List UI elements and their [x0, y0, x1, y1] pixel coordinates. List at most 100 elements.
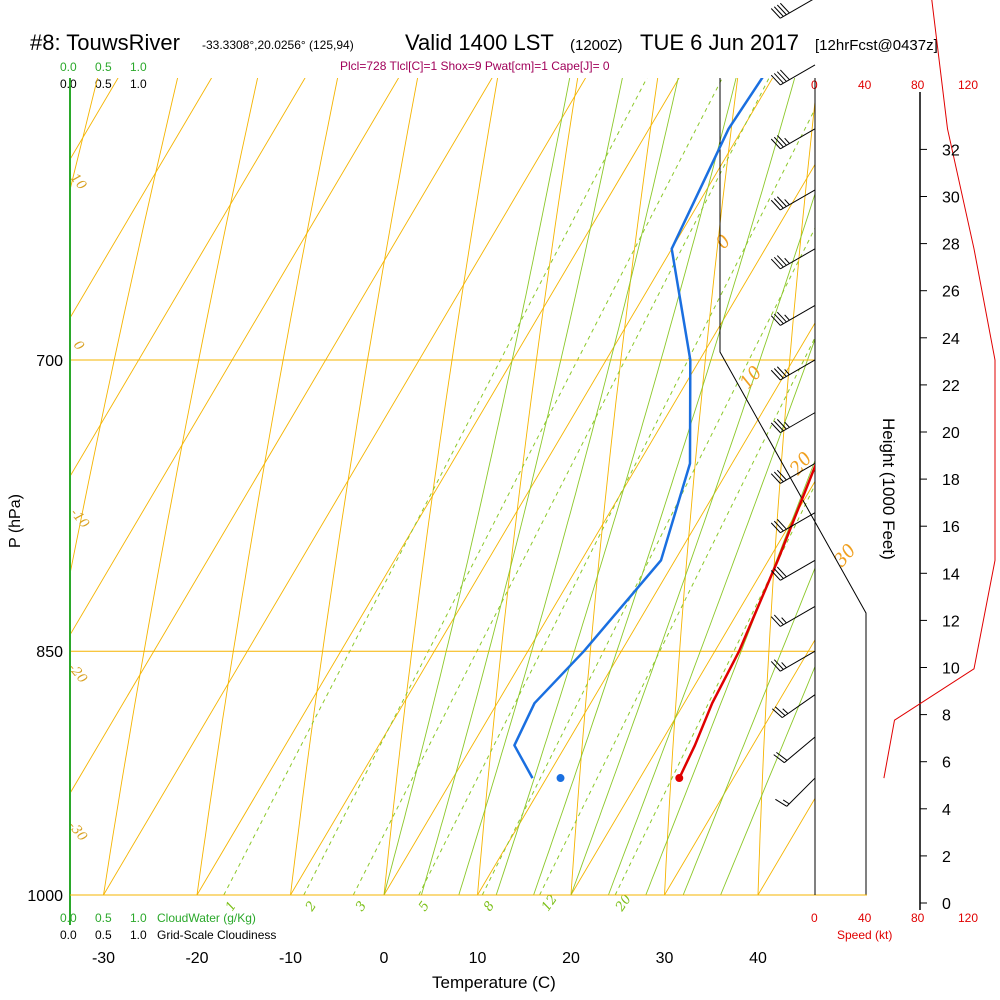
diagram-frame: [69, 78, 921, 925]
wind-barb: [773, 736, 816, 764]
moist-adiabat: [420, 78, 623, 895]
wind-barb-staff: [780, 606, 816, 627]
wind-barb-staff: [786, 777, 816, 807]
wind-barb-flag: [770, 616, 781, 627]
cloud-scale-bottom-green-0: 0.0: [60, 911, 77, 925]
height-tick-label: 22: [942, 378, 960, 395]
pressure-tick-label: 850: [36, 644, 63, 661]
cloud-scale-bottom-black-2: 1.0: [130, 928, 147, 942]
wind-barb-half: [784, 257, 790, 264]
wind-barb-flag: [773, 73, 784, 84]
wind-barb-flag: [770, 8, 781, 19]
wind-barb-flag: [776, 419, 787, 430]
dry-adiabat: [570, 78, 659, 895]
cloud-water-label: CloudWater (g/Kg): [157, 911, 256, 925]
moist-adiabat: [458, 78, 679, 895]
thermo-grid: [0, 0, 1000, 895]
isotherm-line: [103, 78, 587, 895]
isotherm-label: -30: [65, 819, 90, 845]
wind-barb-staff: [784, 736, 816, 764]
wind-barb-flag: [770, 473, 781, 484]
wind-barb-flag: [773, 256, 784, 268]
wind-barb: [770, 305, 816, 326]
wind-barb-flag: [776, 255, 787, 266]
wind-barb-flag: [773, 420, 784, 432]
wind-barb: [775, 777, 816, 807]
height-tick-label: 28: [942, 237, 960, 254]
pressure-tick-label: 700: [36, 353, 63, 370]
dry-adiabat: [477, 78, 579, 895]
isotherm-line: [757, 797, 815, 895]
wind-barb-flag: [776, 196, 787, 207]
wind-barb-half: [782, 708, 789, 714]
wind-barb-flag: [779, 69, 790, 81]
isotherm-line: [852, 0, 1000, 895]
speed-bottom-120: 120: [958, 911, 978, 925]
mixing-ratio-label: 20: [612, 892, 634, 915]
height-tick-label: 12: [942, 613, 960, 630]
cloud-scale-top-black-1: 0.5: [95, 77, 112, 91]
temperature-tick-label: -10: [279, 950, 302, 967]
speed-scale-bottom: 0 40 80 120 Speed (kt): [811, 911, 978, 942]
mixing-ratio-line: [352, 78, 770, 895]
wind-barb-flag: [776, 366, 787, 377]
wind-barb-flag: [773, 520, 784, 532]
height-tick-label: 14: [942, 566, 960, 583]
height-tick-label: 32: [942, 142, 960, 159]
wind-barb-staff: [780, 650, 816, 672]
isotherm-label: 0: [712, 231, 735, 253]
speed-unit-label: Speed (kt): [837, 928, 892, 942]
isotherm-line: [383, 163, 815, 895]
cloud-scale-bottom-green-2: 1.0: [130, 911, 147, 925]
wind-barb-flag: [776, 469, 787, 481]
wind-barb-flag: [773, 659, 784, 670]
cloud-scale-top-black-2: 1.0: [130, 77, 147, 91]
surface-temperature-marker: [675, 774, 684, 783]
cloud-scale-top-green-0: 0.0: [60, 60, 77, 74]
axis-ticks: 0246810121416182022242628303225030040050…: [27, 142, 960, 967]
height-tick-label: 10: [942, 661, 960, 678]
mixing-ratio-label: 2: [302, 899, 320, 915]
isotherm-line: [0, 0, 676, 895]
height-tick-label: 2: [942, 849, 951, 866]
pressure-tick-label: 1000: [27, 888, 63, 905]
mixing-ratio-line: [418, 107, 815, 895]
wind-barb-flag: [770, 522, 781, 534]
cloud-scale-bottom-black-1: 0.5: [95, 928, 112, 942]
wind-barb: [770, 463, 816, 484]
wind-barb: [770, 412, 816, 434]
isotherm-line: [290, 78, 774, 895]
wind-barb-flag: [770, 74, 781, 86]
temperature-tick-label: -20: [185, 950, 208, 967]
temperature-profile: [678, 463, 815, 779]
cloud-scale-top: 0.0 0.5 1.0 0.0 0.5 1.0: [60, 60, 147, 91]
height-tick-label: 8: [942, 708, 951, 725]
wind-barb-flag: [773, 313, 784, 325]
isotherm-line: [477, 322, 815, 895]
x-axis-label: Temperature (C): [432, 973, 556, 992]
speed-top-80: 80: [911, 78, 925, 92]
wind-barb-flag: [770, 422, 781, 433]
speed-top-120: 120: [958, 78, 978, 92]
mixing-ratio-line: [539, 336, 815, 895]
wind-barb-flag: [773, 568, 784, 579]
wind-barb-flag: [770, 661, 781, 672]
dry-adiabat: [290, 78, 419, 895]
wind-panel-boundary: [719, 78, 867, 895]
moist-adiabat: [720, 665, 815, 895]
wind-barb-staff: [781, 694, 816, 719]
wind-barb-flag: [776, 566, 787, 578]
isotherm-label: 0: [70, 338, 87, 354]
wind-barb: [770, 64, 816, 86]
wind-barb: [770, 559, 816, 581]
temperature-tick-label: 10: [469, 950, 487, 967]
isotherm-line: [0, 0, 489, 895]
height-tick-label: 0: [942, 896, 951, 913]
height-tick-label: 16: [942, 519, 960, 536]
wind-barb-flag: [773, 368, 784, 379]
wind-barb-half: [784, 137, 790, 144]
wind-barb-flag: [770, 369, 781, 381]
cloud-scale-bottom-green-1: 0.5: [95, 911, 112, 925]
wind-barb-flag: [779, 2, 790, 14]
speed-bottom-40: 40: [858, 911, 872, 925]
